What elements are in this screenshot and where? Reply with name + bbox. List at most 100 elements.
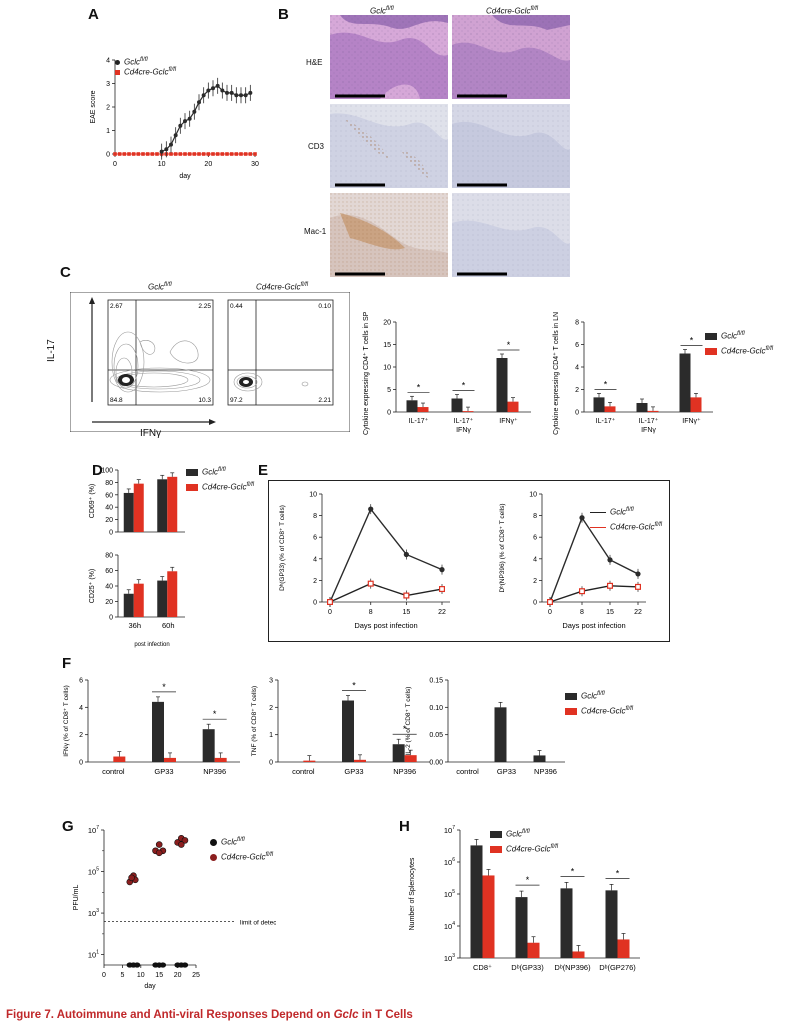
panel-a-legend-ko: Cd4cre-Gclcfl/fl (115, 67, 176, 77)
panel-g-legend: Gclcfl/fl Cd4cre-Gclcfl/fl (210, 834, 273, 863)
f2-bar (342, 700, 354, 762)
flow-q-ko-lr: 2.21 (318, 397, 331, 404)
a-wt-point (178, 123, 183, 128)
e2-ylabel: Dᵇ(NP396) (% of CD8⁺ T cells) (499, 503, 506, 592)
f3-y-tick-label: 0.00 (429, 760, 443, 767)
d69-y-tick-label: 100 (101, 468, 113, 475)
a-x-tick-label: 30 (251, 161, 259, 168)
c-title1-gene: Gclc (148, 282, 164, 292)
e2-y-tick-label: 2 (533, 578, 537, 585)
panel-label-g: G (62, 818, 74, 835)
c-title2-sup: fl/fl (300, 282, 309, 288)
figure-caption: Figure 7. Autoimmune and Anti-viral Resp… (6, 1009, 413, 1021)
e2-ko-point (635, 583, 642, 590)
d25-bar (167, 571, 178, 617)
f1-x-tick-label: control (102, 767, 125, 776)
d25-y-tick-label: 0 (109, 615, 113, 622)
h-sig-star: * (616, 868, 620, 878)
f2-bar (303, 760, 316, 762)
cln-bar (593, 397, 605, 412)
legend-dot-icon (115, 59, 120, 65)
legend-line-icon (590, 512, 606, 514)
f3-x-tick-label: NP396 (534, 767, 557, 776)
legend-wt-sup-h: fl/fl (522, 829, 530, 835)
d25-y-tick-label: 80 (105, 553, 113, 560)
legend-wt-swatch (705, 333, 717, 341)
legend-ko-text1-d: Cd4cre- (202, 482, 231, 492)
flow-plot-wt (107, 299, 214, 406)
panel-c-title2: Cd4cre-Gclcfl/fl (256, 282, 308, 292)
a-y-tick-label: 2 (106, 105, 110, 112)
a-wt-point (164, 147, 169, 152)
a-wt-point (197, 100, 201, 105)
g-x-tick-label: 15 (155, 972, 163, 979)
csp-x-tick-label: IL-17⁺ (454, 417, 474, 425)
h-bar (572, 951, 585, 958)
legend-square-icon (115, 69, 120, 75)
cln-y-tick-label: 8 (575, 320, 579, 327)
f1-y-tick-label: 6 (79, 678, 83, 685)
legend-ko-text2-f: Gclc (609, 706, 626, 716)
g-ko-point (155, 841, 163, 848)
h-bar (515, 897, 528, 958)
e1-xlabel: Days post infection (354, 621, 417, 630)
e2-wt-point (635, 571, 641, 577)
g-x-tick-label: 5 (120, 972, 124, 979)
panel-label-d: D (92, 462, 103, 479)
panel-c-legend: Gclcfl/fl Cd4cre-Gclcfl/fl (705, 328, 773, 357)
e2-y-tick-label: 0 (533, 600, 537, 607)
f1-bar (214, 757, 227, 762)
e2-series-line (549, 585, 639, 603)
g-wt-point (181, 962, 189, 968)
legend-wt-sup2: fl/fl (737, 331, 745, 337)
e1-series-line (329, 582, 443, 603)
d69-y-tick-label: 40 (105, 505, 113, 512)
a-ko-point (211, 152, 215, 156)
g-y-tick-label: 101 (88, 950, 99, 960)
legend-ko-sup-g: fl/fl (265, 851, 274, 858)
e2-ko-point (607, 582, 614, 589)
e1-y-tick-label: 10 (309, 492, 317, 499)
h-x-tick-label: Dᵇ(GP276) (599, 963, 636, 972)
h-bar (527, 942, 540, 958)
h-y-tick-label: 107 (444, 825, 455, 835)
h-bar (560, 888, 573, 958)
f1-bar (152, 701, 164, 762)
legend-wt-swatch-f (565, 693, 577, 701)
a-ko-point (239, 152, 243, 156)
legend-wt-sup: fl/fl (140, 57, 148, 63)
a-ko-point (206, 152, 211, 156)
panel-c-title1: Gclcfl/fl (148, 282, 172, 292)
tile-mac1-wt (330, 193, 448, 277)
a-wt-point (169, 142, 173, 147)
h-bar (605, 890, 618, 958)
a-wt-point (239, 93, 243, 98)
e1-ko-point (403, 592, 410, 599)
caption-prefix: Figure 7. Autoimmune and Anti-viral Resp… (6, 1009, 334, 1021)
panel-c-sp-chart: 0 5 10 15 20 IL-17⁺ * IL-17⁺ IFNγ * IFNγ⁺ * Cytokine… (362, 310, 531, 435)
a-ko-point (155, 152, 159, 156)
cln-ylabel: Cytokine expressing CD4⁺ T cells in LN (… (552, 310, 560, 435)
a-wt-point (243, 93, 248, 98)
col1-sup: fl/fl (386, 6, 394, 12)
csp-x-tick-label: IFNγ (456, 427, 471, 434)
a-ko-point (173, 152, 178, 156)
f3-ylabel: IL-2 (% of CD8⁺ T cells) (405, 687, 412, 756)
tile-he-wt (330, 15, 448, 99)
a-wt-point (248, 90, 253, 95)
f2-x-tick-label: GP33 (344, 767, 363, 776)
g-wt-point (159, 962, 167, 968)
f2-y-tick-label: 3 (269, 678, 273, 685)
legend-wt-row-g: Gclcfl/fl (210, 834, 273, 849)
g-ko-point (155, 849, 163, 857)
legend-ko-text2-d: Gclc (230, 482, 247, 492)
csp-x-tick-label: IL-17⁺ (409, 417, 429, 425)
d69-bar (133, 483, 144, 532)
legend-ko-text1-e: Cd4cre- (610, 522, 639, 532)
legend-ko-sup-d: fl/fl (246, 481, 255, 488)
a-ko-point (225, 152, 229, 156)
a-ko-point (145, 152, 150, 156)
legend-ko-row-d: Cd4cre-Gclcfl/fl (186, 479, 254, 494)
g-ko-point (181, 837, 189, 844)
cln-bar (647, 410, 659, 412)
